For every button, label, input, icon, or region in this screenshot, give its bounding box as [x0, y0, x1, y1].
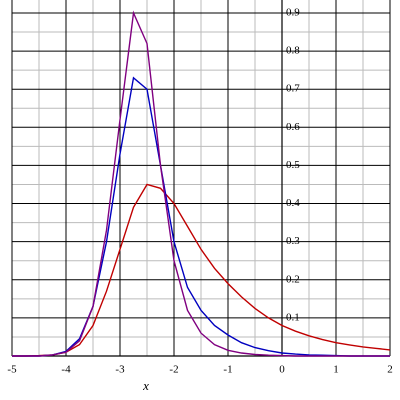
x-tick-label: 0	[279, 364, 285, 376]
x-tick-label: 1	[333, 364, 339, 376]
y-tick-label: 0.5	[286, 159, 300, 171]
y-tick-label: 0.3	[286, 235, 300, 247]
y-tick-label: 0.6	[286, 121, 300, 133]
x-tick-label: -1	[223, 364, 232, 376]
x-axis-label: x	[142, 378, 149, 393]
line-series	[12, 183, 391, 357]
y-tick-label: 0.2	[286, 273, 300, 285]
x-tick-label: 2	[387, 364, 393, 376]
x-tick-label: -5	[7, 364, 17, 376]
y-tick-label: 0.9	[286, 6, 300, 18]
x-tick-label: -3	[115, 364, 125, 376]
y-tick-label: 0.4	[286, 197, 300, 209]
y-tick-label: 0.7	[286, 83, 300, 95]
y-tick-label: 0.8	[286, 45, 300, 57]
x-tick-label: -4	[61, 364, 71, 376]
y-tick-label: 0.1	[286, 311, 300, 323]
x-tick-label: -2	[169, 364, 178, 376]
line-series	[12, 10, 390, 357]
